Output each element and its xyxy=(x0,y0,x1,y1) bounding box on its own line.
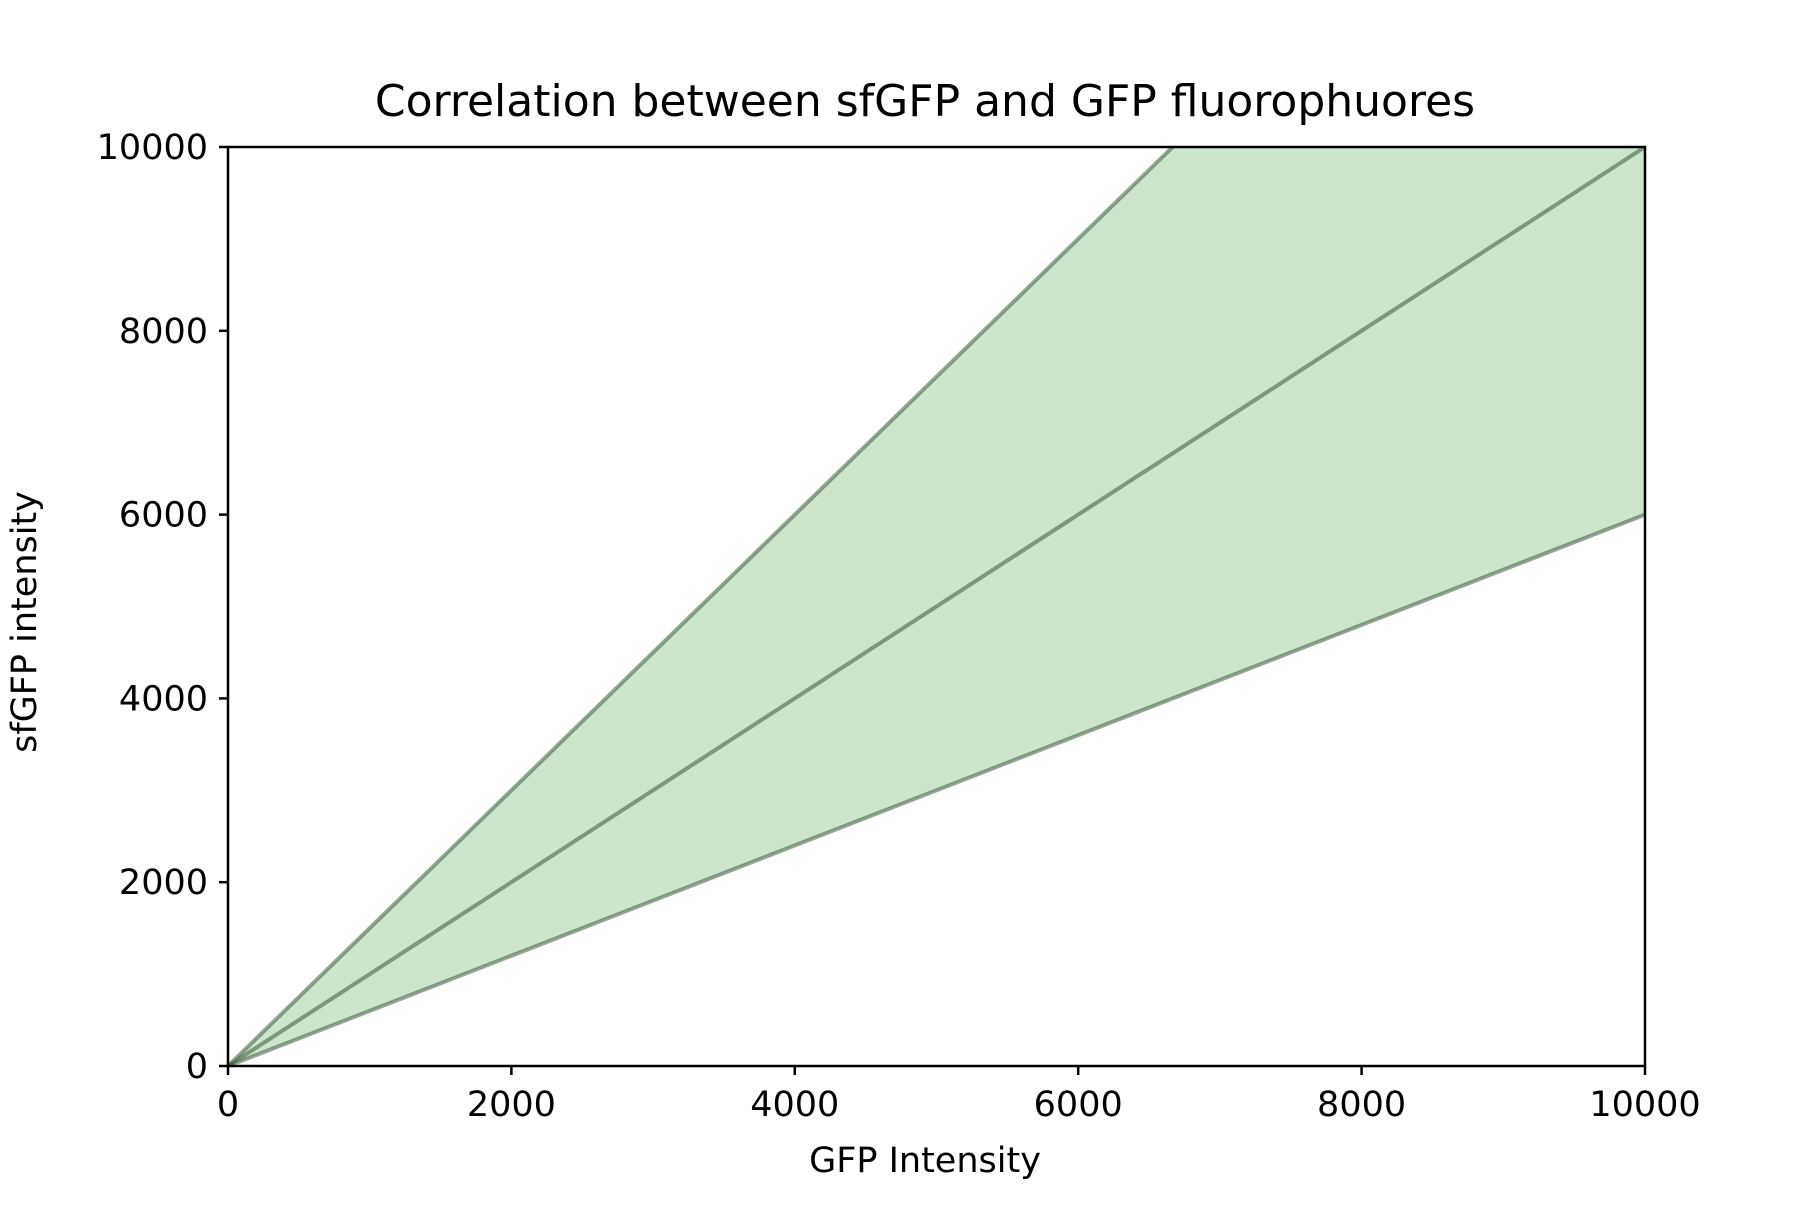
y-tick-label: 10000 xyxy=(97,128,208,168)
reference-line-3 xyxy=(228,512,1645,1066)
y-tick-label: 0 xyxy=(186,1047,208,1087)
x-tick-label: 10000 xyxy=(1589,1085,1700,1125)
x-tick-label: 2000 xyxy=(467,1085,556,1125)
y-tick-label: 6000 xyxy=(119,496,208,536)
reference-line-2 xyxy=(228,147,1645,1066)
axis-ticks: 0 2000 4000 6000 8000 10000 0 2000 4000 6000 8000 1… xyxy=(97,128,1701,1125)
y-axis-label: sfGFP intensity xyxy=(5,491,45,753)
x-tick-label: 0 xyxy=(217,1085,239,1125)
y-tick-label: 4000 xyxy=(119,679,208,719)
x-tick-label: 4000 xyxy=(750,1085,839,1125)
y-tick-label: 2000 xyxy=(119,863,208,903)
plot-frame xyxy=(226,145,1647,1068)
y-tick-label: 8000 xyxy=(119,312,208,352)
confidence-band xyxy=(228,147,1645,1066)
x-axis-label: GFP Intensity xyxy=(809,1141,1041,1181)
x-tick-label: 6000 xyxy=(1034,1085,1123,1125)
chart-title: Correlation between sfGFP and GFP fluoro… xyxy=(375,76,1475,127)
reference-line-1 xyxy=(228,147,1176,1066)
x-tick-label: 8000 xyxy=(1317,1085,1406,1125)
plot-area xyxy=(226,145,1647,1068)
plot-clip-group xyxy=(228,147,1645,1066)
